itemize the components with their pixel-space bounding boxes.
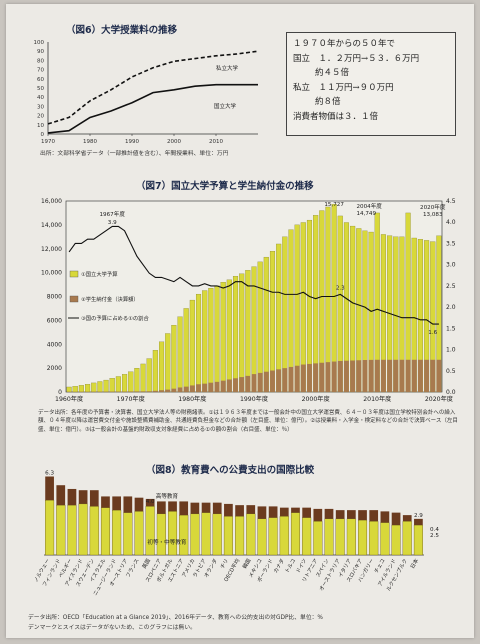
fig8-primary-bar [258,519,267,555]
fig8-primary-bar [135,511,144,555]
fig8-category-label: チリ [219,558,230,570]
fig8-primary-bar [224,516,233,555]
fig8-annotation: 6.3 [45,470,54,476]
fig8-annotation: 0.4 [430,527,439,533]
fig8-primary-bar [101,508,110,555]
fig8-primary-bar [291,513,300,555]
fig8-source-1: データ出所：OECD「Education at a Glance 2019」、2… [28,612,323,621]
fig8-annotation: 高等教育 [156,492,179,500]
fig8-annotation: 4.0 [146,499,155,505]
fig8-annotation: 初等・中等教育 [147,538,187,546]
fig8-primary-bar [90,506,99,555]
fig8-primary-bar [302,518,311,555]
fig8-primary-bar [347,519,356,555]
fig8-primary-bar [123,513,132,555]
fig8-primary-bar [157,514,166,555]
fig8-primary-bar [369,521,378,555]
fig8-primary-bar [202,513,211,555]
fig8-primary-bar [213,514,222,555]
fig8-primary-bar [168,511,177,555]
fig8-annotation: 2.9 [414,513,423,519]
fig8-primary-bar [45,500,54,555]
fig8-primary-bar [403,521,412,555]
fig8-primary-bar [325,519,334,555]
fig8-category-label: 英国 [140,557,152,570]
fig8-primary-bar [313,521,322,555]
fig8-primary-bar [68,505,77,555]
fig8-primary-bar [414,525,423,555]
fig8-primary-bar [56,505,65,555]
fig8-primary-bar [112,510,121,555]
fig8-primary-bar [246,514,255,555]
fig8-primary-bar [191,514,200,555]
fig8-primary-bar [358,520,367,555]
fig8-primary-bar [280,516,289,555]
fig8-source-2: デンマークとスイスはデータがないため、このグラフには無い。 [28,622,196,631]
fig8-primary-bar [336,519,345,555]
fig8-annotation: 2.5 [430,533,439,539]
fig8-primary-bar [392,525,401,555]
fig8-primary-bar [146,506,155,555]
fig8-primary-bar [235,516,244,555]
fig8-primary-bar [269,518,278,555]
fig8-chart: ノルウェーフィンランドベルギーアイスランドスウェーデンイスラエルニュージーランド… [6,4,474,644]
fig8-primary-bar [179,515,188,555]
fig8-primary-bar [79,504,88,555]
fig8-category-label: 日本 [408,557,420,570]
fig8-primary-bar [381,523,390,555]
fig8-category-label: 韓国 [240,557,252,570]
